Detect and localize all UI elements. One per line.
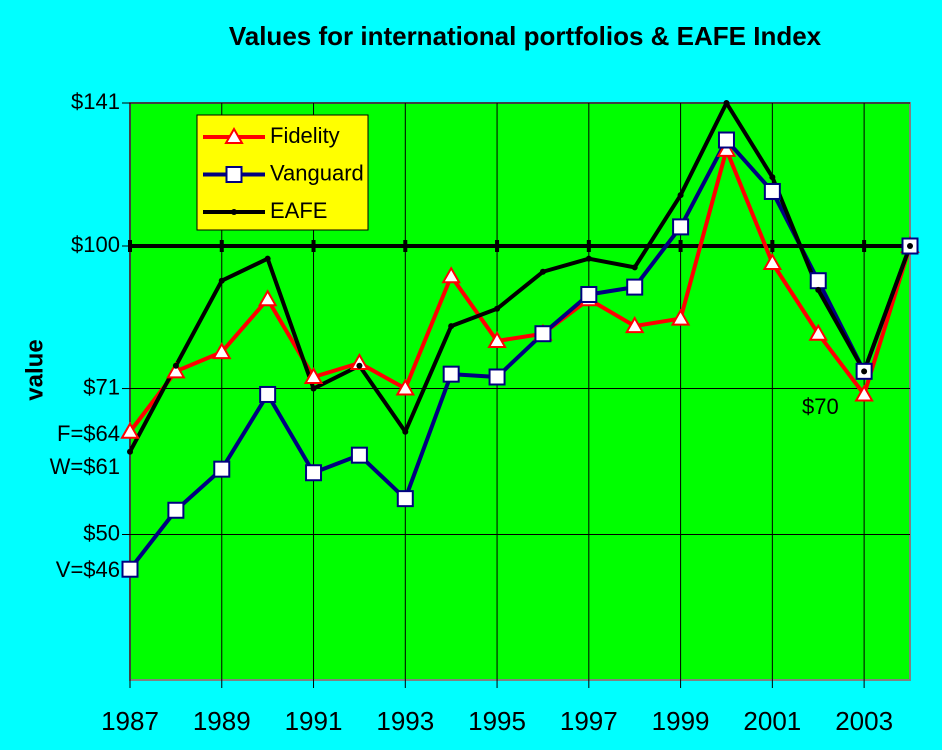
marker <box>310 385 317 392</box>
marker <box>534 325 552 343</box>
marker <box>396 490 414 508</box>
marker <box>716 139 737 157</box>
marker <box>723 100 730 106</box>
marker <box>167 501 185 519</box>
marker <box>539 268 546 275</box>
marker <box>402 428 409 435</box>
marker <box>854 384 874 402</box>
marker <box>769 174 776 181</box>
marker <box>395 378 416 396</box>
legend: Fidelity Vanguard EAFE <box>196 114 369 231</box>
y-tick-label: $71 <box>83 374 120 399</box>
marker <box>762 252 783 270</box>
marker <box>907 243 913 250</box>
marker <box>815 286 822 293</box>
marker <box>350 446 368 464</box>
marker <box>441 266 461 284</box>
marker <box>303 366 324 384</box>
marker <box>677 192 684 199</box>
legend-label: Fidelity <box>270 123 340 148</box>
marker <box>259 385 277 403</box>
x-tick-label: 1993 <box>376 706 434 736</box>
marker <box>213 460 231 478</box>
x-tick-label: 1997 <box>560 706 618 736</box>
marker <box>121 560 139 578</box>
annotation: V=$46 <box>56 557 120 582</box>
x-tick-label: 1991 <box>285 706 343 736</box>
x-tick-label: 1995 <box>468 706 526 736</box>
marker <box>127 448 133 455</box>
marker <box>494 305 501 312</box>
marker <box>442 365 460 383</box>
marker <box>172 362 179 369</box>
marker <box>231 209 237 215</box>
marker <box>672 218 690 236</box>
marker <box>305 464 323 482</box>
legend-label: EAFE <box>270 198 327 223</box>
y-tick-label: $141 <box>71 89 120 114</box>
annotation: $70 <box>802 394 839 419</box>
marker <box>448 323 455 330</box>
marker <box>861 368 868 375</box>
annotation: W=$61 <box>50 454 120 479</box>
x-tick-label: 1989 <box>193 706 251 736</box>
marker <box>349 352 370 370</box>
marker <box>257 289 278 307</box>
y-tick-label: $100 <box>71 232 120 257</box>
marker <box>670 308 691 326</box>
marker <box>717 131 735 149</box>
marker <box>585 255 592 262</box>
marker <box>488 368 506 386</box>
marker <box>580 286 598 304</box>
series-line <box>128 147 912 433</box>
marker <box>225 166 243 183</box>
marker <box>356 362 363 369</box>
marker <box>624 316 645 334</box>
marker <box>224 126 244 144</box>
series-line <box>128 138 912 571</box>
marker <box>166 361 186 379</box>
marker <box>763 182 781 200</box>
marker <box>808 323 828 341</box>
marker <box>264 255 271 262</box>
marker <box>212 342 232 360</box>
marker <box>631 264 638 271</box>
chart-title: Values for international portfolios & EA… <box>229 21 822 51</box>
marker <box>487 330 507 348</box>
x-tick-label: 2001 <box>743 706 801 736</box>
marker <box>809 272 827 290</box>
x-tick-label: 2003 <box>835 706 893 736</box>
y-axis-label: value <box>21 339 48 400</box>
annotation: F=$64 <box>57 421 120 446</box>
marker <box>626 278 644 296</box>
marker <box>120 421 140 439</box>
marker <box>218 277 225 284</box>
x-tick-label: 1999 <box>652 706 710 736</box>
x-tick-label: 1987 <box>101 706 159 736</box>
legend-label: Vanguard <box>270 160 364 185</box>
y-tick-label: $50 <box>83 520 120 545</box>
